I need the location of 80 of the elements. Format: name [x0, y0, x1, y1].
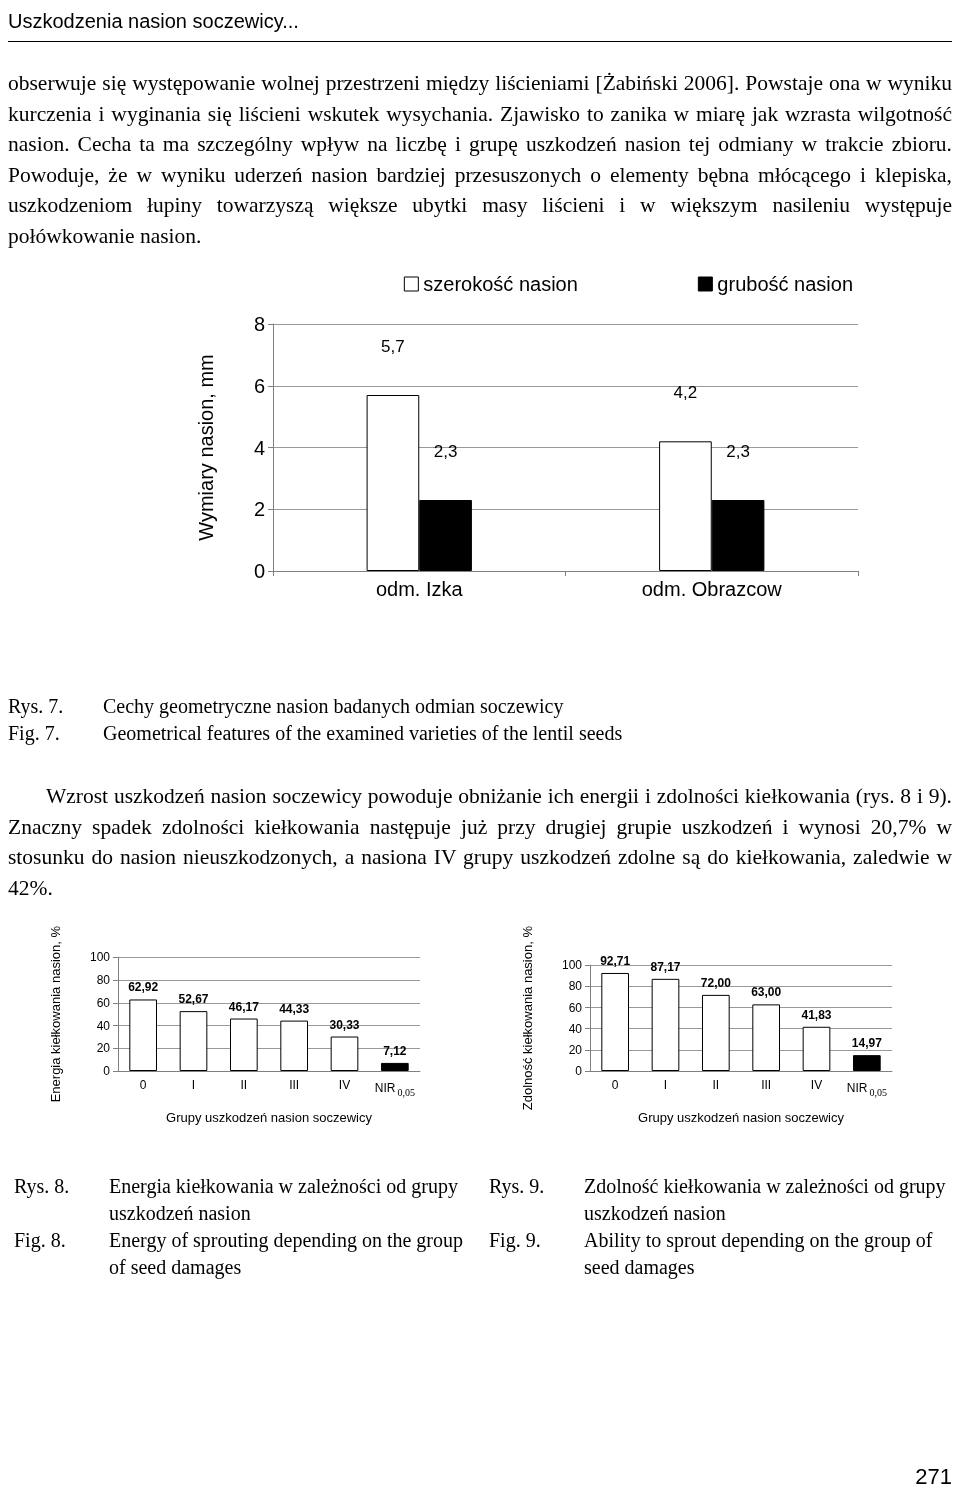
data-label: 14,97 [851, 1036, 883, 1051]
x-tick-label: 0 [611, 1078, 619, 1092]
bar [802, 1026, 831, 1071]
text: Geometrical features of the examined varieties of the lentil seeds [103, 721, 623, 746]
bar [229, 1018, 258, 1071]
data-label: 5,7 [381, 337, 405, 357]
y-tick-label: 60 [568, 1000, 583, 1015]
text: Rys. 8. [14, 1174, 71, 1200]
x-tick-label: 0 [139, 1078, 147, 1092]
x-tick-label: II [240, 1078, 248, 1092]
text: Zdolność kiełkowania w zależności od grupy uszkodzeń nasion [584, 1174, 947, 1226]
y-axis-title: Energia kiełkowania nasion, % [47, 925, 63, 1103]
text: Uszkodzenia nasion soczewicy... [8, 8, 952, 42]
y-tick-label: 20 [568, 1042, 583, 1057]
y-tick-label: 20 [96, 1041, 111, 1056]
legend-label: szerokość nasion [423, 273, 578, 295]
bar [601, 972, 630, 1071]
legend-label: grubość nasion [717, 273, 854, 295]
y-tick-label: 0 [103, 1064, 111, 1078]
data-label: 87,17 [650, 959, 681, 974]
y-tick-label: 60 [96, 995, 111, 1010]
data-label: 41,83 [801, 1007, 832, 1022]
data-label: 62,92 [128, 980, 159, 995]
text: Energia kiełkowania w zależności od grupy uszkodzeń nasion [109, 1174, 459, 1226]
text: Wzrost uszkodzeń nasion soczewicy powoduje obniżanie ich energii i zdolności kiełkowania (rys. 8 i 9). Znaczny spadek zdolności kiełkowania następuje już przy drugiej grupie uszkodzeń i wynosi 20,7% w stosunku do nasion nieuszkodzonych, a nasiona IV grupy uszkodzeń zdolne są do kiełkowania, zaledwie w 42%. [8, 783, 952, 902]
caption: Fig. 8. [14, 1228, 67, 1254]
y-tick-label: 100 [561, 958, 583, 973]
bar [280, 1020, 309, 1071]
data-label: 2,3 [433, 441, 458, 461]
x-tick-label: I [663, 1078, 668, 1092]
data-label: 4,2 [673, 383, 698, 403]
y-axis-title: Wymiary nasion, mm [195, 354, 217, 541]
data-label: 46,17 [228, 999, 260, 1014]
y-tick-label: 0 [253, 560, 265, 582]
data-label: 92,71 [600, 953, 631, 968]
y-tick-label: 100 [89, 950, 111, 965]
x-tick-label: IV [338, 1078, 351, 1092]
bar [129, 999, 158, 1071]
y-tick-label: 40 [568, 1021, 583, 1036]
text: Ability to sprout depending on the group of seed damages [584, 1228, 934, 1281]
data-label: 52,67 [178, 992, 209, 1007]
x-tick-label: odm. Obrazcow [641, 578, 783, 600]
x-tick-label: II [712, 1078, 720, 1092]
text: 271 [915, 1464, 952, 1490]
x-tick-label: IV [810, 1078, 823, 1092]
data-label: 7,12 [383, 1043, 407, 1058]
bar [752, 1004, 781, 1071]
x-axis-title: Grupy uszkodzeń nasion soczewicy [638, 1110, 845, 1125]
text: Cechy geometryczne nasion badanych odmian soczewicy [103, 694, 564, 720]
text: Energy of sprouting depending on the group of seed damages [109, 1228, 464, 1281]
x-tick-label: III [289, 1078, 300, 1092]
data-label: 30,33 [329, 1017, 360, 1032]
x-tick-label: I [191, 1078, 196, 1092]
y-tick-label: 6 [253, 374, 265, 397]
y-axis-title: Zdolność kiełkowania nasion, % [519, 925, 535, 1111]
y-tick-label: 40 [96, 1018, 111, 1033]
x-tick-label: III [761, 1078, 772, 1092]
x-axis-title: Grupy uszkodzeń nasion soczewicy [166, 1110, 373, 1125]
text: Rys. 9. [489, 1174, 546, 1200]
text: Rys. 7. [8, 694, 65, 720]
caption: Fig. 9. [489, 1228, 542, 1254]
y-tick-label: 80 [568, 979, 583, 994]
y-tick-label: 8 [253, 313, 265, 335]
data-label: 2,3 [726, 441, 750, 461]
data-label: 63,00 [751, 985, 782, 1000]
bar [651, 978, 680, 1071]
y-tick-label: 4 [253, 436, 265, 459]
data-label: 44,33 [279, 1001, 310, 1016]
bar [380, 1062, 409, 1071]
bar [852, 1055, 881, 1071]
bar [701, 994, 730, 1071]
y-tick-label: 0 [575, 1064, 583, 1078]
text: obserwuje się występowanie wolnej przestrzeni między liścieniami [Żabiński 2006]. Powstaje ona w wyniku kurczenia i wyginania się liścieni wskutek wysychania. Zjawisko to zanika w miarę jak wzrasta wilgotność nasion. Cecha ta ma szczególny wpływ na liczbę i grupę uszkodzeń nasion tej odmiany w trakcie zbioru. Powoduje, że w wyniku uderzeń nasion bardziej przesuszonych o elementy bębna młócącego i klepiska, uszkodzeniom łupiny towarzyszą większe ubytki masy liścieni i w większym nasileniu występuje połówkowanie nasion. [8, 70, 952, 250]
data-label: 72,00 [700, 975, 732, 990]
bar [330, 1036, 359, 1071]
caption: Fig. 7. [8, 721, 61, 747]
y-tick-label: 80 [96, 973, 111, 988]
x-tick-label: odm. Izka [375, 578, 464, 600]
y-tick-label: 2 [253, 498, 265, 521]
bar [179, 1011, 208, 1071]
